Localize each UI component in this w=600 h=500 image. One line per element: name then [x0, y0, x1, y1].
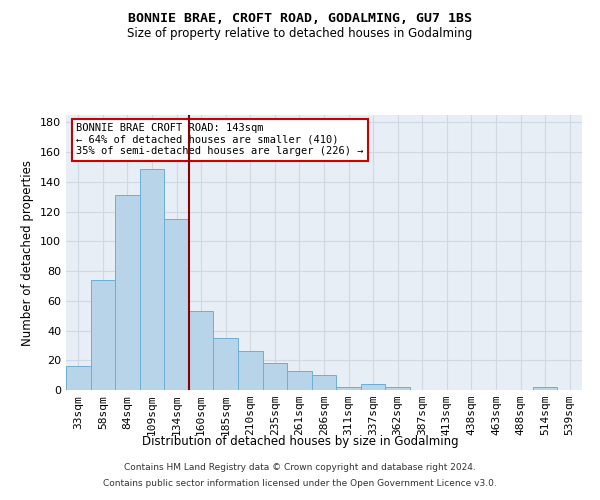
Text: Contains HM Land Registry data © Crown copyright and database right 2024.: Contains HM Land Registry data © Crown c…	[124, 464, 476, 472]
Bar	[91, 280, 115, 390]
Bar	[164, 219, 189, 390]
Bar	[140, 168, 164, 390]
Bar	[66, 366, 91, 390]
Text: Distribution of detached houses by size in Godalming: Distribution of detached houses by size …	[142, 435, 458, 448]
Text: Size of property relative to detached houses in Godalming: Size of property relative to detached ho…	[127, 28, 473, 40]
Text: BONNIE BRAE CROFT ROAD: 143sqm
← 64% of detached houses are smaller (410)
35% of: BONNIE BRAE CROFT ROAD: 143sqm ← 64% of …	[76, 123, 364, 156]
Bar	[385, 387, 410, 390]
Bar	[533, 387, 557, 390]
Text: Contains public sector information licensed under the Open Government Licence v3: Contains public sector information licen…	[103, 478, 497, 488]
Bar	[238, 352, 263, 390]
Text: BONNIE BRAE, CROFT ROAD, GODALMING, GU7 1BS: BONNIE BRAE, CROFT ROAD, GODALMING, GU7 …	[128, 12, 472, 26]
Bar	[336, 387, 361, 390]
Bar	[214, 338, 238, 390]
Bar	[189, 311, 214, 390]
Y-axis label: Number of detached properties: Number of detached properties	[22, 160, 34, 346]
Bar	[312, 375, 336, 390]
Bar	[263, 363, 287, 390]
Bar	[361, 384, 385, 390]
Bar	[115, 196, 140, 390]
Bar	[287, 370, 312, 390]
